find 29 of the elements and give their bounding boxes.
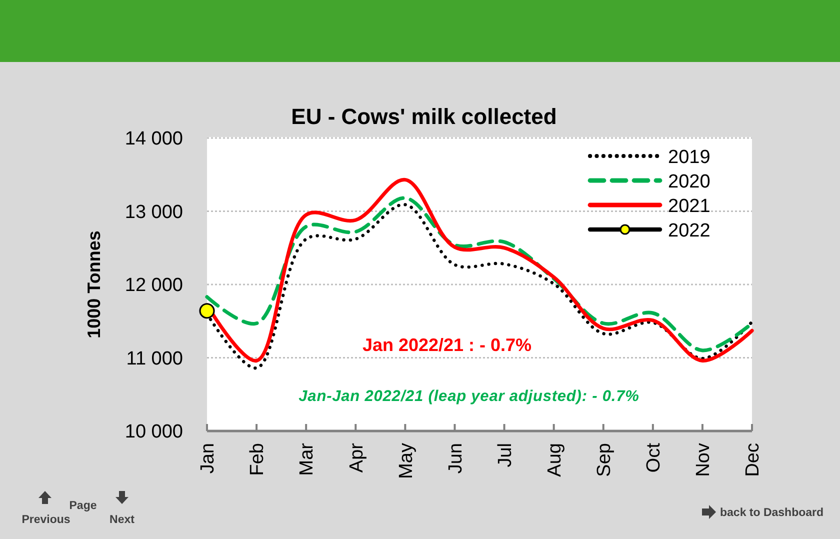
x-tick-label: Mar <box>296 442 318 476</box>
x-tick-label: Dec <box>742 443 764 477</box>
x-tick-label: Jul <box>494 443 516 468</box>
x-tick-label: Nov <box>693 442 714 477</box>
legend-label: 2020 <box>668 171 710 192</box>
chart-title: EU - Cows' milk collected <box>291 104 557 129</box>
text: Previous <box>22 514 70 526</box>
legend-label: 2021 <box>668 196 710 217</box>
legend-label: 2019 <box>668 146 710 168</box>
x-tick-label: Aug <box>544 443 566 477</box>
y-tick-label: 12 000 <box>124 275 183 296</box>
y-tick-label: 14 000 <box>124 128 183 150</box>
text: back to Dashboard <box>720 507 824 519</box>
y-axis-title: 1000 Tonnes <box>84 230 104 338</box>
text: Page <box>69 500 97 512</box>
x-tick-label: Jun <box>445 443 466 474</box>
text: Next <box>110 514 135 526</box>
x-tick-label: Jan <box>198 443 219 474</box>
legend-label: 2022 <box>668 220 710 242</box>
x-tick-label: Sep <box>594 443 616 477</box>
x-tick-label: Feb <box>247 443 268 476</box>
x-tick-label: May <box>396 442 417 479</box>
annotation: Jan-Jan 2022/21 (leap year adjusted): - 0.7% <box>298 388 640 405</box>
y-tick-label: 13 000 <box>124 202 183 223</box>
x-tick-label: Oct <box>644 442 665 473</box>
x-tick-label: Apr <box>346 442 368 473</box>
y-tick-label: 10 000 <box>124 422 183 443</box>
y-tick-label: 11 000 <box>126 348 183 370</box>
annotation: Jan 2022/21 : - 0.7% <box>362 335 532 355</box>
